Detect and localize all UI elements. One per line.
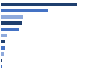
- Bar: [1, 46, 5, 50]
- Bar: [1, 28, 19, 31]
- Bar: [1, 15, 23, 19]
- Bar: [1, 59, 2, 62]
- Bar: [1, 40, 5, 43]
- Bar: [1, 52, 4, 56]
- Bar: [1, 34, 7, 37]
- Bar: [1, 65, 2, 68]
- Bar: [1, 3, 77, 6]
- Bar: [1, 9, 48, 12]
- Bar: [1, 21, 22, 25]
